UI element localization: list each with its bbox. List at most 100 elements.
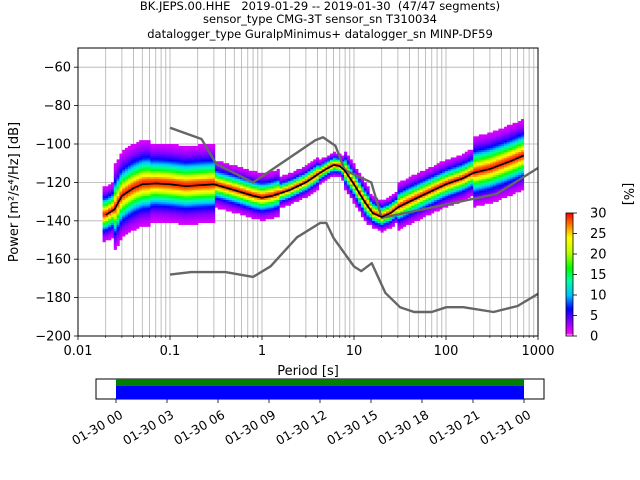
density-cell bbox=[403, 207, 407, 210]
density-cell bbox=[397, 222, 401, 225]
density-cell bbox=[245, 176, 249, 179]
density-cell bbox=[400, 224, 404, 227]
density-cell bbox=[141, 222, 145, 225]
density-cell bbox=[102, 201, 106, 204]
density-cell bbox=[304, 182, 308, 185]
density-cell bbox=[369, 197, 373, 200]
y-tick-label: −100 bbox=[35, 138, 71, 153]
density-cell bbox=[341, 159, 345, 162]
density-cell bbox=[433, 203, 438, 206]
density-cell bbox=[130, 176, 134, 179]
density-cell bbox=[509, 188, 513, 191]
density-cell bbox=[198, 180, 202, 183]
density-cell bbox=[111, 205, 115, 208]
density-cell bbox=[363, 209, 367, 212]
density-cell bbox=[492, 138, 496, 141]
density-cell bbox=[431, 192, 435, 195]
density-cell bbox=[428, 184, 432, 187]
density-cell bbox=[144, 213, 148, 216]
density-cell bbox=[259, 199, 263, 202]
density-cell bbox=[355, 205, 359, 208]
density-cell bbox=[169, 188, 174, 191]
density-cell bbox=[169, 151, 174, 154]
density-cell bbox=[169, 197, 174, 200]
density-cell bbox=[130, 149, 134, 152]
density-cell bbox=[285, 195, 289, 199]
density-cell bbox=[352, 168, 356, 172]
density-cell bbox=[487, 195, 491, 199]
density-cell bbox=[490, 142, 494, 145]
density-cell bbox=[268, 201, 272, 204]
density-cell bbox=[209, 211, 213, 214]
density-cell bbox=[217, 180, 221, 183]
density-cell bbox=[467, 161, 471, 164]
density-cell bbox=[169, 163, 174, 166]
density-cell bbox=[512, 157, 516, 160]
density-cell bbox=[181, 188, 185, 191]
density-cell bbox=[405, 186, 409, 189]
density-cell bbox=[506, 157, 511, 160]
density-cell bbox=[273, 207, 277, 210]
density-cell bbox=[113, 174, 117, 177]
density-cell bbox=[127, 159, 131, 162]
density-cell bbox=[307, 182, 311, 185]
density-cell bbox=[490, 147, 494, 151]
density-cell bbox=[279, 201, 283, 204]
density-cell bbox=[195, 222, 199, 225]
density-cell bbox=[217, 193, 221, 197]
density-cell bbox=[492, 165, 496, 168]
density-cell bbox=[153, 197, 157, 200]
density-cell bbox=[431, 170, 435, 174]
density-cell bbox=[495, 147, 499, 151]
density-cell bbox=[175, 203, 179, 206]
density-cell bbox=[338, 174, 342, 177]
density-cell bbox=[509, 132, 513, 135]
density-cell bbox=[195, 157, 199, 160]
density-cell bbox=[383, 224, 387, 227]
density-cell bbox=[352, 199, 356, 202]
density-cell bbox=[498, 142, 502, 145]
density-cell bbox=[428, 197, 432, 200]
density-cell bbox=[501, 165, 505, 168]
density-cell bbox=[366, 192, 370, 195]
density-cell bbox=[450, 176, 454, 179]
density-cell bbox=[520, 165, 525, 168]
density-cell bbox=[315, 174, 320, 177]
density-cell bbox=[411, 199, 415, 202]
density-cell bbox=[490, 157, 494, 160]
density-cell bbox=[431, 174, 435, 177]
density-cell bbox=[130, 226, 134, 229]
density-cell bbox=[102, 205, 106, 208]
density-cell bbox=[167, 149, 171, 152]
density-cell bbox=[164, 193, 168, 197]
density-cell bbox=[136, 216, 140, 220]
density-cell bbox=[147, 168, 151, 172]
density-cell bbox=[481, 163, 485, 166]
density-cell bbox=[388, 216, 393, 220]
density-cell bbox=[377, 199, 381, 202]
density-cell bbox=[512, 172, 516, 176]
density-cell bbox=[484, 184, 488, 187]
density-cell bbox=[125, 147, 129, 151]
density-cell bbox=[279, 182, 283, 185]
density-cell bbox=[150, 184, 154, 187]
timeline-tick-label: 01-30 09 bbox=[222, 407, 278, 448]
density-cell bbox=[464, 163, 468, 166]
density-cell bbox=[310, 165, 314, 168]
density-cell bbox=[506, 128, 511, 131]
density-cell bbox=[461, 188, 466, 191]
density-cell bbox=[377, 228, 381, 231]
density-cell bbox=[495, 167, 499, 170]
density-cell bbox=[509, 192, 513, 195]
density-cell bbox=[271, 201, 275, 204]
density-cell bbox=[459, 192, 463, 195]
density-cell bbox=[195, 153, 199, 156]
density-cell bbox=[214, 190, 218, 193]
density-cell bbox=[223, 165, 227, 168]
density-cell bbox=[439, 199, 443, 202]
density-cell bbox=[186, 151, 190, 154]
density-cell bbox=[268, 178, 272, 181]
density-cell bbox=[431, 211, 435, 214]
density-cell bbox=[509, 124, 513, 128]
density-cell bbox=[391, 203, 395, 206]
